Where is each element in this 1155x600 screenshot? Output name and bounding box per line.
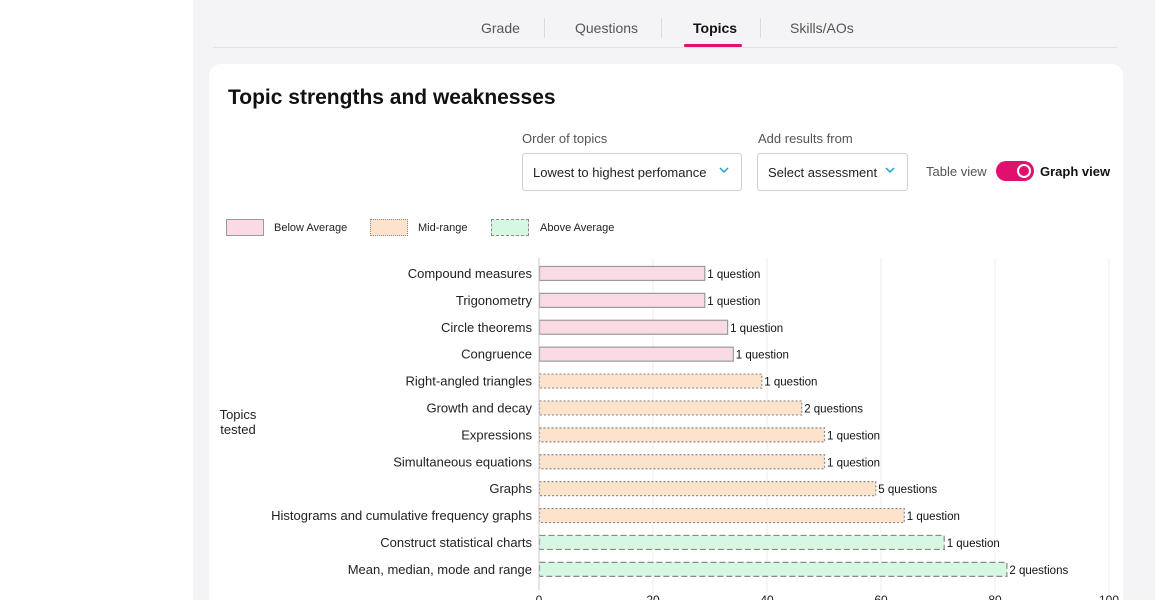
tab-divider xyxy=(760,18,761,38)
category-label: Construct statistical charts xyxy=(380,535,532,550)
bar xyxy=(538,534,945,551)
y-axis-label: Topics xyxy=(220,407,257,422)
tab-bar xyxy=(213,0,1117,48)
data-label: 1 question xyxy=(730,323,783,335)
bar xyxy=(538,373,763,389)
data-label: 1 question xyxy=(764,377,817,389)
data-label: 5 questions xyxy=(878,484,937,496)
chevron-down-icon xyxy=(719,167,729,174)
data-label: 1 question xyxy=(827,457,880,469)
chevron-down-icon xyxy=(885,167,895,174)
bar xyxy=(538,292,706,308)
left-panel xyxy=(0,0,193,600)
bar xyxy=(538,481,877,497)
tab-grade[interactable]: Grade xyxy=(481,20,520,36)
category-label: Graphs xyxy=(489,481,532,496)
page-title: Topic strengths and weaknesses xyxy=(228,86,556,109)
category-label: Trigonometry xyxy=(456,293,533,308)
table-view-label[interactable]: Table view xyxy=(926,164,987,179)
add-results-select[interactable]: Select assessment xyxy=(757,153,908,191)
data-label: 1 question xyxy=(707,296,760,308)
legend-swatch-below-average xyxy=(226,219,264,236)
bar xyxy=(538,507,905,524)
order-of-topics-select[interactable]: Lowest to highest perfomance xyxy=(522,153,742,191)
x-tick-label: 20 xyxy=(646,593,660,600)
data-label: 1 question xyxy=(907,511,960,523)
data-label: 1 question xyxy=(827,430,880,442)
order-of-topics-value: Lowest to highest perfomance xyxy=(533,164,707,180)
x-tick-label: 80 xyxy=(988,593,1002,600)
data-label: 1 question xyxy=(736,350,789,362)
bar xyxy=(538,265,706,282)
legend-swatch-above-average xyxy=(491,219,529,236)
category-label: Expressions xyxy=(461,427,532,442)
bar xyxy=(538,346,734,362)
add-results-value: Select assessment xyxy=(768,164,878,180)
x-tick-label: 100 xyxy=(1099,593,1119,600)
view-toggle[interactable] xyxy=(996,161,1034,181)
category-label: Right-angled triangles xyxy=(406,374,533,389)
category-label: Congruence xyxy=(461,347,532,362)
tab-skills-aos[interactable]: Skills/AOs xyxy=(790,20,854,36)
category-label: Histograms and cumulative frequency grap… xyxy=(271,508,532,523)
bar xyxy=(538,561,1008,577)
graph-view-label[interactable]: Graph view xyxy=(1040,164,1111,179)
data-label: 2 questions xyxy=(804,403,863,415)
bar xyxy=(538,427,826,443)
bar xyxy=(538,400,803,416)
data-label: 2 questions xyxy=(1009,565,1068,577)
toggle-knob xyxy=(1017,164,1031,178)
category-label: Growth and decay xyxy=(426,400,532,415)
x-tick-label: 40 xyxy=(760,593,774,600)
bar xyxy=(538,319,729,335)
order-of-topics-label: Order of topics xyxy=(522,131,608,146)
x-tick-label: 0 xyxy=(536,593,543,600)
x-tick-label: 60 xyxy=(874,593,888,600)
category-label: Circle theorems xyxy=(441,320,533,335)
legend-label-mid-range: Mid-range xyxy=(418,222,468,234)
category-label: Compound measures xyxy=(408,266,533,281)
add-results-label: Add results from xyxy=(758,131,853,146)
legend-label-below-average: Below Average xyxy=(274,222,348,234)
bar xyxy=(538,454,826,470)
y-axis-label: tested xyxy=(220,422,255,437)
category-label: Mean, median, mode and range xyxy=(348,562,532,577)
tab-divider xyxy=(544,18,545,38)
tab-topics[interactable]: Topics xyxy=(693,20,738,36)
tab-questions[interactable]: Questions xyxy=(575,20,639,36)
legend-label-above-average: Above Average xyxy=(540,222,615,234)
active-tab-indicator xyxy=(684,44,742,47)
data-label: 1 question xyxy=(947,538,1000,550)
data-label: 1 question xyxy=(707,269,760,281)
category-label: Simultaneous equations xyxy=(393,454,532,469)
tab-divider xyxy=(661,18,662,38)
legend-swatch-mid-range xyxy=(370,219,408,236)
